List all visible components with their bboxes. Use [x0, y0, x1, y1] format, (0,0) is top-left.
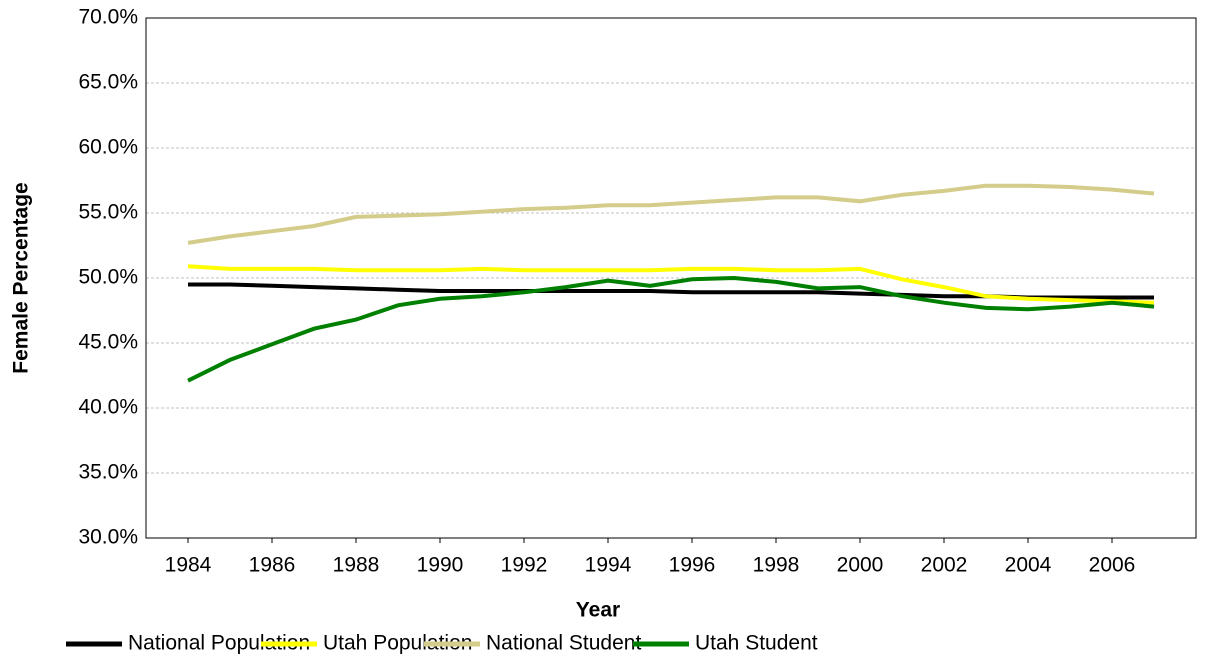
- x-tick-label: 1994: [585, 554, 632, 577]
- y-tick-label: 60.0%: [78, 136, 138, 159]
- y-tick-label: 35.0%: [78, 461, 138, 484]
- x-tick-label: 1984: [165, 554, 212, 577]
- legend-label: National Population: [128, 632, 310, 655]
- legend-label: Utah Population: [323, 632, 472, 655]
- y-axis-label: Female Percentage: [10, 182, 33, 373]
- x-tick-label: 1988: [333, 554, 380, 577]
- x-tick-label: 1996: [669, 554, 716, 577]
- y-tick-label: 30.0%: [78, 526, 138, 549]
- series-line: [187, 183, 1155, 245]
- series-line: [187, 264, 1155, 305]
- y-tick-label: 45.0%: [78, 331, 138, 354]
- legend-label: Utah Student: [695, 632, 818, 655]
- x-tick-label: 2002: [921, 554, 968, 577]
- y-tick-label: 65.0%: [78, 71, 138, 94]
- x-tick-label: 1986: [249, 554, 296, 577]
- x-tick-label: 1990: [417, 554, 464, 577]
- legend-label: National Student: [486, 632, 641, 655]
- x-axis-label: Year: [576, 599, 620, 622]
- x-tick-label: 1998: [753, 554, 800, 577]
- x-tick-label: 1992: [501, 554, 548, 577]
- series-line: [187, 275, 1155, 383]
- plot-frame: [145, 17, 1197, 539]
- y-tick-label: 70.0%: [78, 6, 138, 29]
- y-tick-label: 40.0%: [78, 396, 138, 419]
- x-tick-label: 2000: [837, 554, 884, 577]
- series-line: [188, 282, 1154, 300]
- y-tick-label: 55.0%: [78, 201, 138, 224]
- x-tick-label: 2004: [1005, 554, 1052, 577]
- y-tick-label: 50.0%: [78, 266, 138, 289]
- x-tick-label: 2006: [1089, 554, 1136, 577]
